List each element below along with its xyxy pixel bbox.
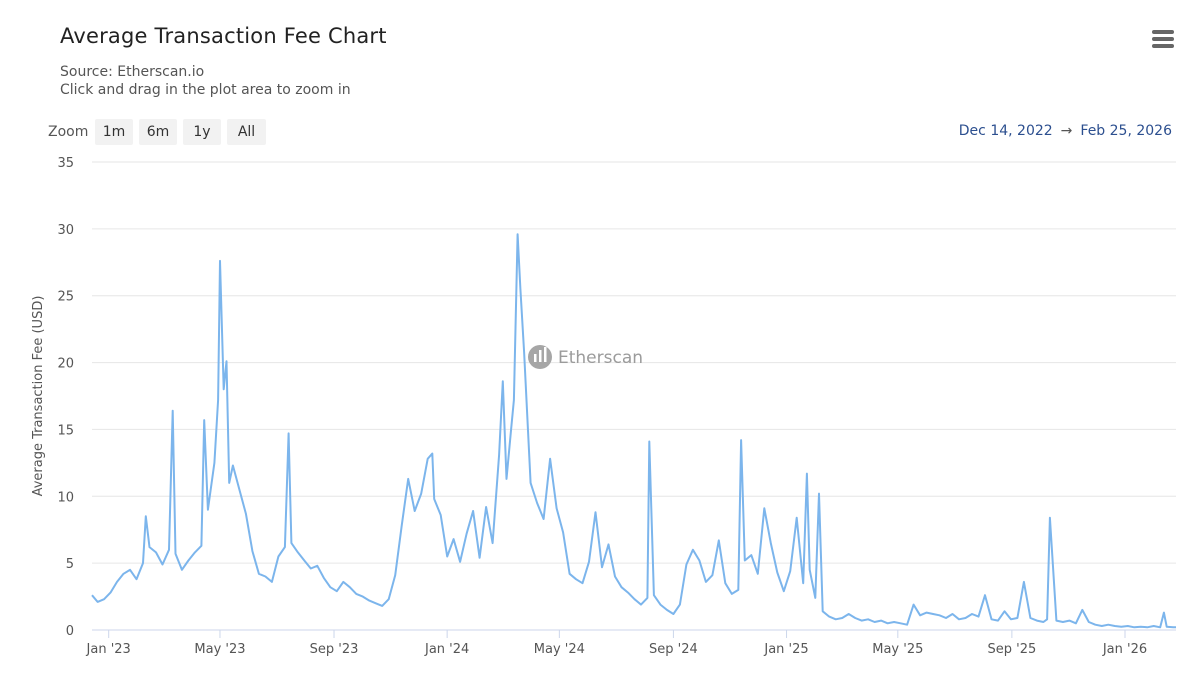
y-axis-ticks: 0 5 10 15 20 25 30 35 — [57, 156, 74, 639]
zoom-label: Zoom — [48, 124, 89, 140]
hamburger-menu-icon[interactable] — [1152, 30, 1174, 50]
x-tick-label: May '25 — [872, 642, 923, 657]
x-tick-label: Jan '24 — [424, 642, 469, 657]
x-axis-ticks: Jan '23 May '23 Sep '23 Jan '24 May '24 Sep '… — [86, 630, 1147, 657]
y-tick-label: 5 — [66, 557, 74, 572]
range-to-date[interactable]: Feb 25, 2026 — [1080, 123, 1172, 139]
y-tick-label: 15 — [57, 423, 74, 438]
x-tick-label: Sep '25 — [987, 642, 1036, 657]
range-from-date[interactable]: Dec 14, 2022 — [958, 123, 1053, 139]
y-tick-label: 10 — [57, 490, 74, 505]
x-tick-label: Jan '23 — [86, 642, 131, 657]
x-tick-label: May '24 — [534, 642, 585, 657]
y-tick-label: 30 — [57, 223, 74, 238]
zoom-all-button[interactable]: All — [227, 119, 266, 145]
zoom-hint-text: Click and drag in the plot area to zoom … — [60, 82, 351, 98]
source-text: Source: Etherscan.io — [60, 64, 205, 80]
x-tick-label: Jan '25 — [763, 642, 808, 657]
x-tick-label: Jan '26 — [1102, 642, 1147, 657]
zoom-1m-button[interactable]: 1m — [95, 119, 133, 145]
y-tick-label: 20 — [57, 357, 74, 372]
chart-subtitle: Source: Etherscan.io Click and drag in t… — [60, 63, 351, 99]
range-arrow-icon: → — [1060, 123, 1073, 139]
y-axis-label: Average Transaction Fee (USD) — [31, 296, 46, 497]
etherscan-watermark: Etherscan — [528, 345, 643, 369]
x-tick-label: Sep '24 — [649, 642, 698, 657]
y-tick-label: 35 — [57, 156, 74, 171]
chart-title: Average Transaction Fee Chart — [60, 24, 387, 48]
y-tick-label: 25 — [57, 290, 74, 305]
zoom-6m-button[interactable]: 6m — [139, 119, 177, 145]
y-tick-label: 0 — [66, 624, 74, 639]
x-tick-label: May '23 — [194, 642, 245, 657]
series-line — [91, 233, 1176, 629]
x-tick-label: Sep '23 — [310, 642, 359, 657]
zoom-1y-button[interactable]: 1y — [183, 119, 221, 145]
watermark-text: Etherscan — [558, 348, 643, 368]
grid-lines — [92, 161, 1176, 564]
date-range: Dec 14, 2022 → Feb 25, 2026 — [959, 123, 1172, 139]
